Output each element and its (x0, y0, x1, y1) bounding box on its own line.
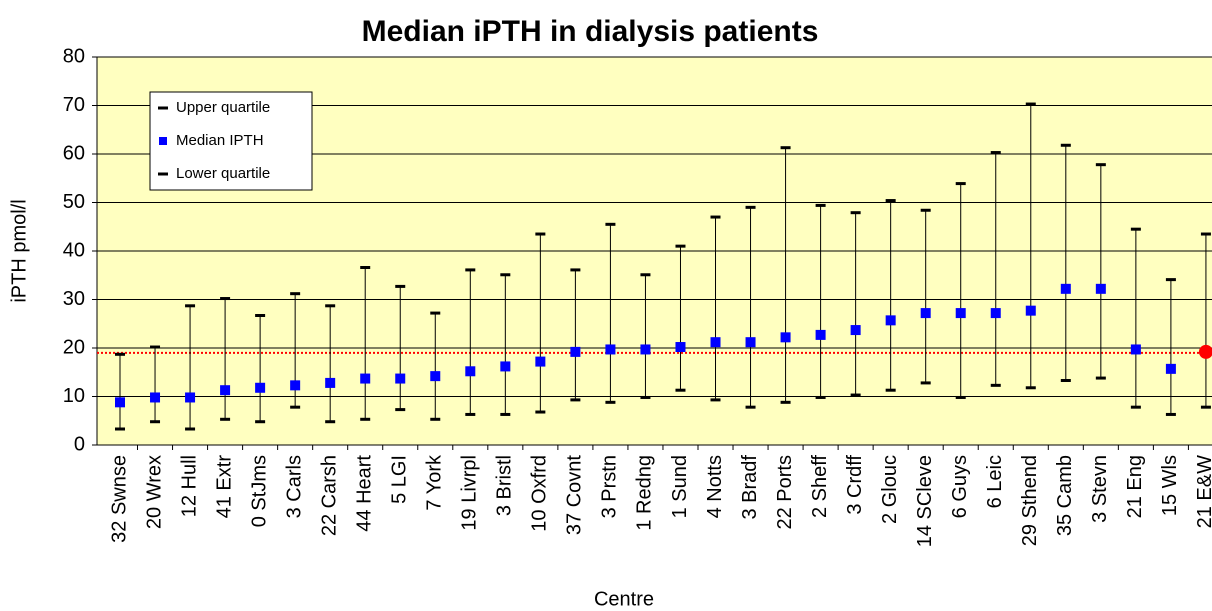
median-marker (815, 329, 826, 340)
median-marker (1198, 344, 1212, 359)
median-marker (955, 308, 966, 319)
x-tick-label: 21 Eng (1124, 455, 1146, 518)
y-tick-label: 70 (63, 94, 85, 116)
y-tick-label: 60 (63, 142, 85, 164)
median-marker (500, 361, 511, 372)
x-tick-label: 19 Livrpl (459, 455, 481, 531)
median-marker (150, 392, 161, 403)
y-axis-label: iPTH pmol/l (8, 199, 30, 302)
median-marker (745, 337, 756, 348)
median-marker (640, 344, 651, 355)
legend-marker (159, 137, 167, 145)
median-marker (780, 332, 791, 343)
median-marker (570, 346, 581, 357)
median-marker (1060, 283, 1071, 294)
y-tick-label: 20 (63, 336, 85, 358)
median-marker (465, 366, 476, 377)
y-tick-label: 0 (74, 433, 85, 455)
x-tick-label: 22 Ports (774, 455, 796, 529)
x-tick-label: 12 Hull (178, 455, 200, 517)
x-tick-label: 3 Bradf (739, 455, 761, 520)
median-marker (395, 373, 406, 384)
x-tick-label: 7 York (424, 454, 446, 511)
median-marker (1130, 344, 1141, 355)
x-tick-label: 1 Sund (669, 455, 691, 518)
x-tick-label: 1 Redng (634, 455, 656, 531)
x-tick-label: 3 Stevn (1089, 455, 1111, 523)
legend-label: Upper quartile (176, 99, 270, 116)
x-tick-label: 37 Covnt (564, 455, 586, 535)
median-marker (1095, 283, 1106, 294)
x-tick-label: 6 Leic (984, 455, 1006, 508)
median-marker (255, 382, 266, 393)
x-tick-label: 29 Sthend (1019, 455, 1041, 546)
x-tick-label: 14 SCleve (914, 455, 936, 547)
median-marker (185, 392, 196, 403)
x-tick-label: 44 Heart (353, 455, 375, 532)
x-tick-label: 3 Carls (283, 455, 305, 518)
x-tick-label: 3 Prstn (599, 455, 621, 518)
median-marker (920, 308, 931, 319)
median-marker (710, 337, 721, 348)
x-tick-label: 21 E&W (1194, 455, 1212, 528)
x-tick-label: 3 Bristl (494, 455, 516, 516)
median-marker (430, 371, 441, 382)
median-marker (990, 308, 1001, 319)
median-marker (220, 385, 231, 396)
median-marker (325, 377, 336, 388)
x-axis-label: Centre (594, 588, 654, 610)
x-tick-label: 35 Camb (1054, 455, 1076, 536)
legend-label: Median IPTH (176, 132, 264, 149)
x-tick-label: 15 Wls (1159, 455, 1181, 516)
x-tick-label: 2 Sheff (809, 455, 831, 518)
y-tick-label: 30 (63, 288, 85, 310)
median-marker (675, 342, 686, 353)
median-marker (1165, 363, 1176, 374)
y-tick-label: 50 (63, 191, 85, 213)
x-tick-label: 41 Extr (213, 455, 235, 519)
chart-title: Median iPTH in dialysis patients (362, 15, 819, 48)
x-tick-label: 22 Carsh (318, 455, 340, 536)
median-marker (360, 373, 371, 384)
x-tick-label: 6 Guys (949, 455, 971, 518)
x-tick-label: 10 Oxfrd (529, 455, 551, 532)
x-tick-label: 0 StJms (248, 455, 270, 527)
legend-box (149, 91, 313, 191)
x-tick-label: 3 Crdff (844, 455, 866, 515)
median-marker (605, 344, 616, 355)
legend-label: Lower quartile (176, 165, 270, 182)
y-tick-label: 80 (63, 45, 85, 67)
median-marker (1025, 305, 1036, 316)
y-tick-label: 40 (63, 239, 85, 261)
x-tick-label: 4 Notts (704, 455, 726, 518)
x-tick-label: 32 Swnse (108, 455, 130, 543)
y-tick-label: 10 (63, 385, 85, 407)
median-marker (290, 380, 301, 391)
x-tick-label: 2 Glouc (879, 455, 901, 524)
median-marker (850, 325, 861, 336)
median-marker (115, 397, 125, 408)
median-marker (885, 315, 896, 326)
x-tick-label: 5 LGI (389, 455, 411, 504)
median-marker (535, 356, 546, 367)
x-tick-label: 20 Wrex (143, 455, 165, 529)
